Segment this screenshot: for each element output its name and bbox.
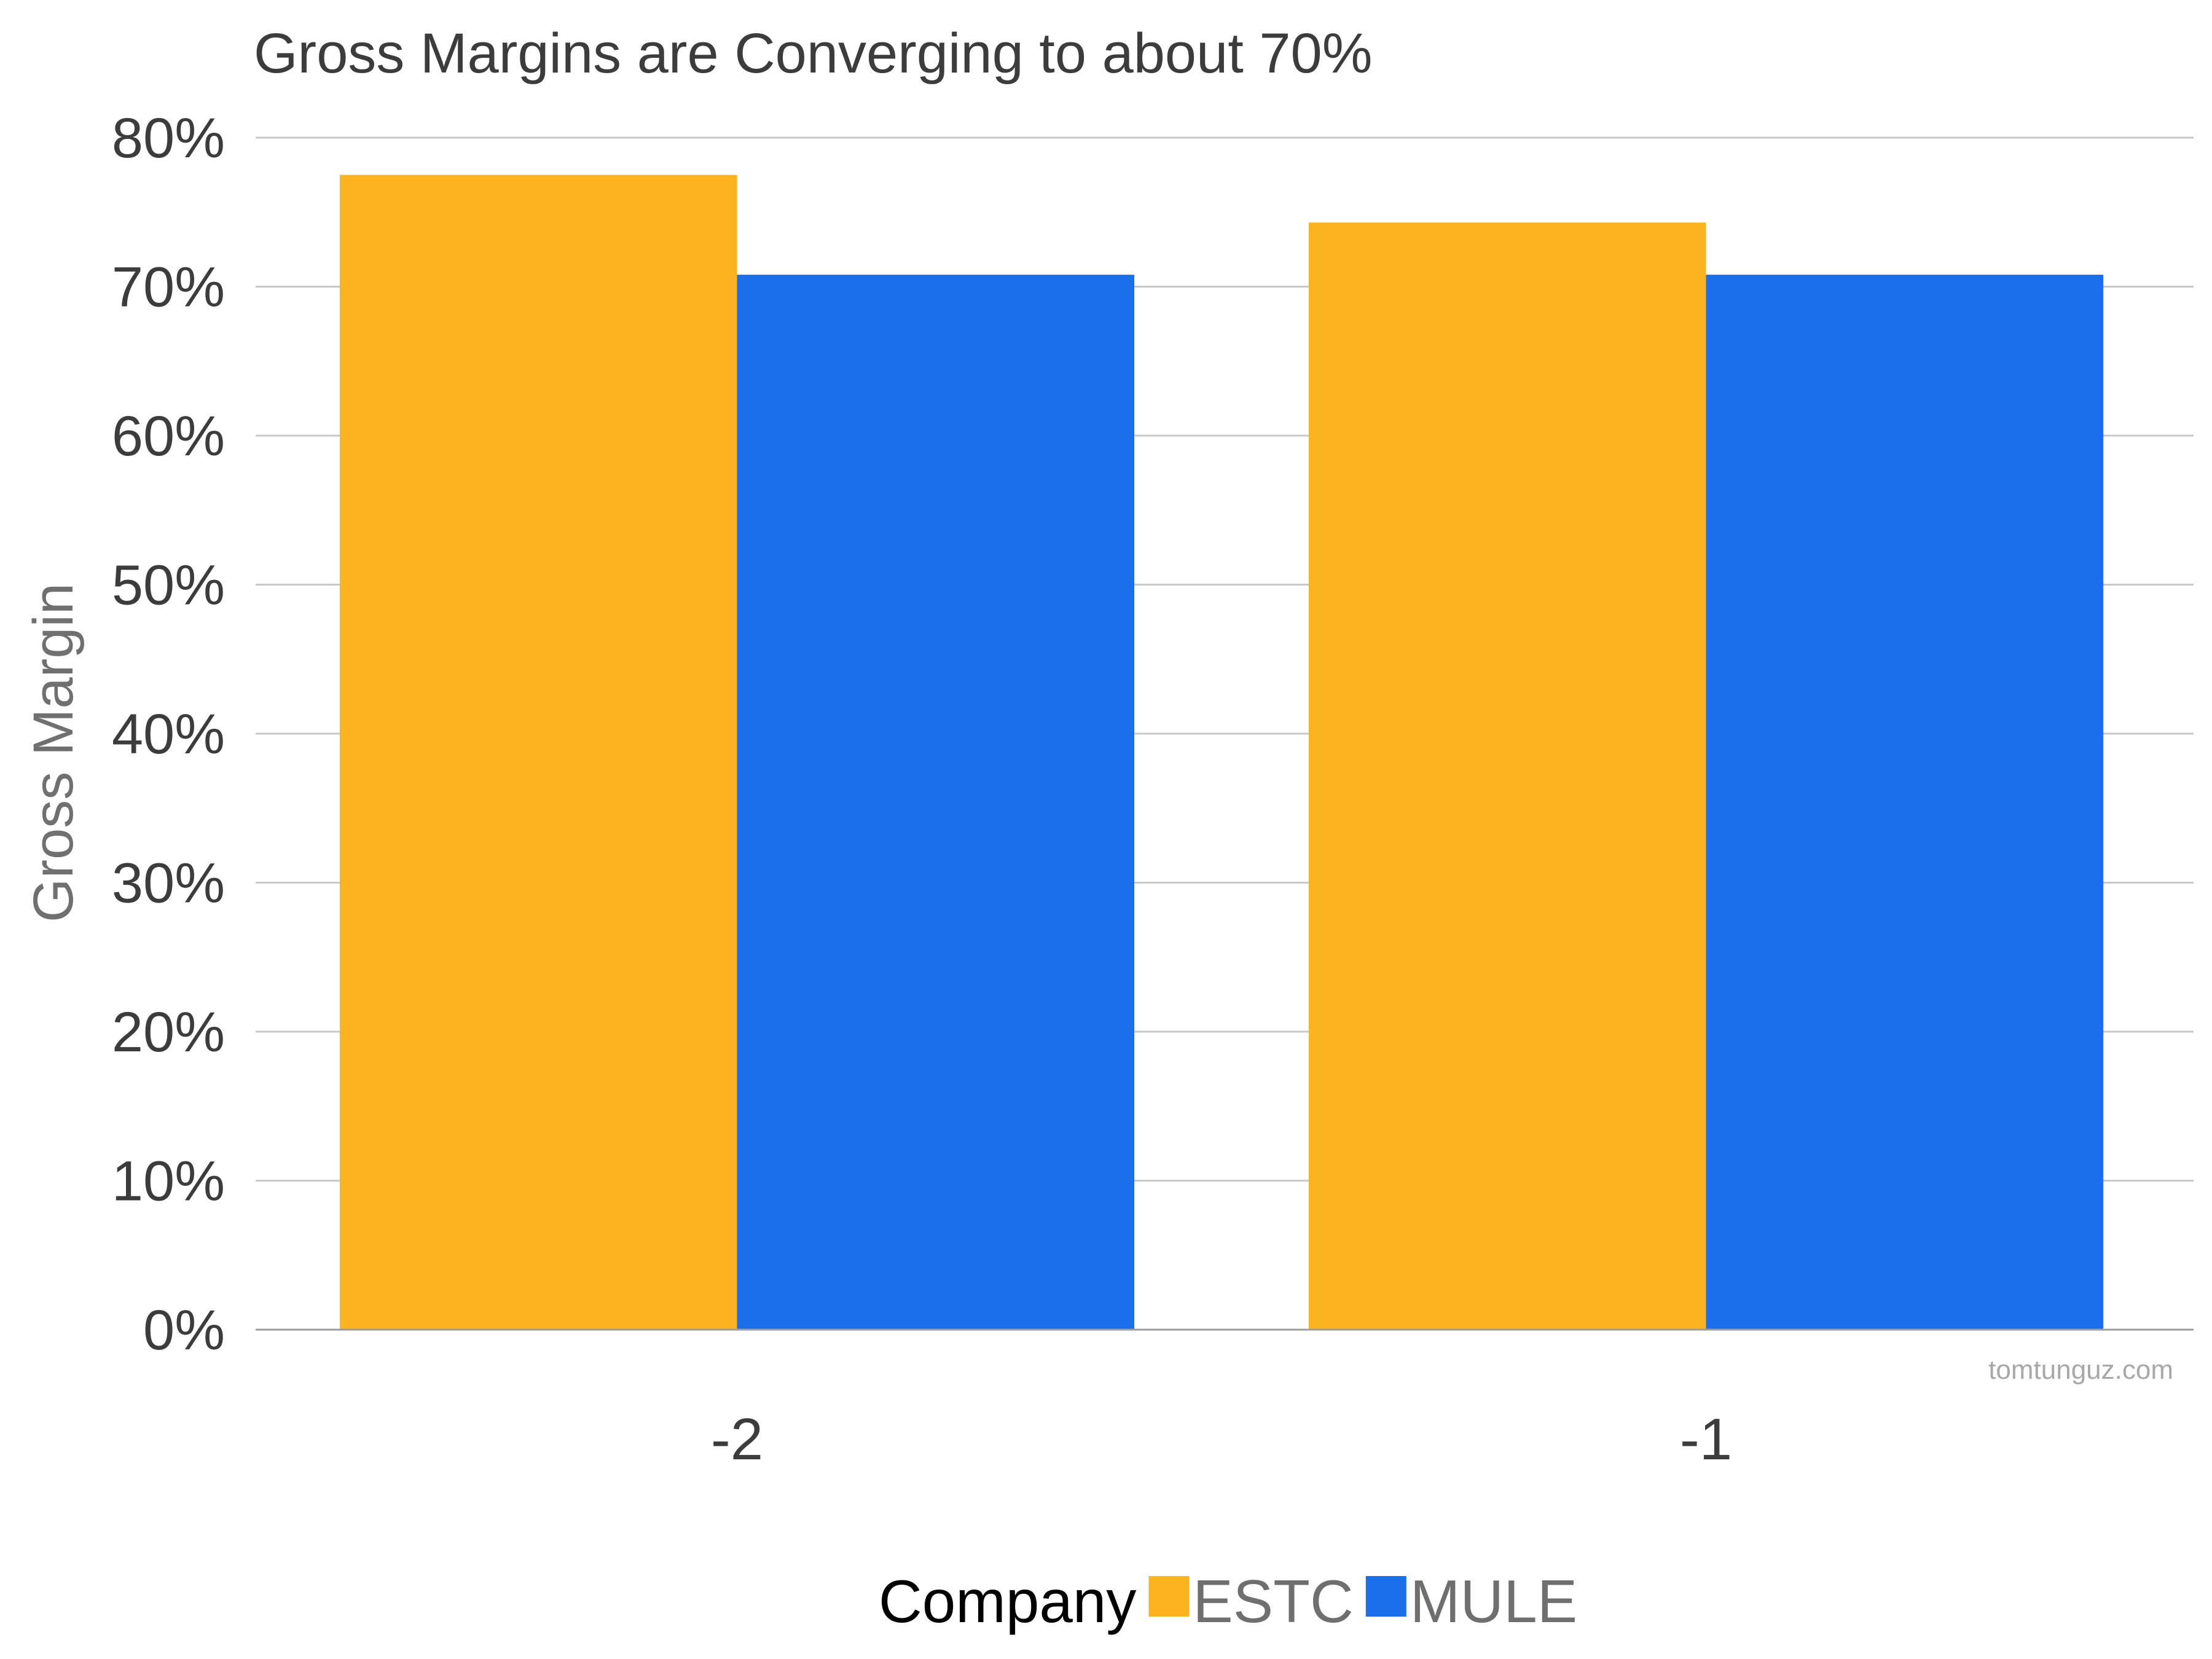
x-tick-label: -2 [711, 1406, 763, 1472]
legend-swatch-mule [1365, 1576, 1406, 1617]
y-tick-label: 30% [112, 852, 225, 915]
y-tick-label: 40% [112, 703, 225, 766]
legend-items: ESTC MULE [1148, 1567, 1577, 1635]
watermark-text: tomtunguz.com [1988, 1355, 2173, 1385]
y-tick-label: 70% [112, 256, 225, 319]
x-tick-label: -1 [1680, 1406, 1732, 1472]
x-tick-labels: -2 -1 [711, 1406, 1732, 1472]
legend-swatch-estc [1148, 1576, 1190, 1617]
y-tick-label: 60% [112, 405, 225, 468]
legend-title: Company [879, 1567, 1136, 1635]
legend: Company ESTC MULE [879, 1567, 1577, 1635]
bar-mule--2 [737, 275, 1135, 1330]
y-tick-label: 20% [112, 1001, 225, 1064]
bar-mule--1 [1706, 275, 2104, 1330]
bars [339, 175, 2104, 1330]
legend-label-estc: ESTC [1193, 1567, 1353, 1635]
y-tick-label: 80% [112, 107, 225, 170]
bar-estc--2 [339, 175, 737, 1330]
chart-title: Gross Margins are Converging to about 70… [254, 22, 1373, 85]
y-tick-labels: 0% 10% 20% 30% 40% 50% 60% 70% 80% [112, 107, 225, 1362]
bar-estc--1 [1308, 222, 1706, 1330]
y-tick-label: 10% [112, 1150, 225, 1213]
legend-label-mule: MULE [1410, 1567, 1577, 1635]
y-tick-label: 50% [112, 554, 225, 617]
y-tick-label: 0% [143, 1299, 225, 1362]
y-axis-label: Gross Margin [22, 583, 85, 922]
